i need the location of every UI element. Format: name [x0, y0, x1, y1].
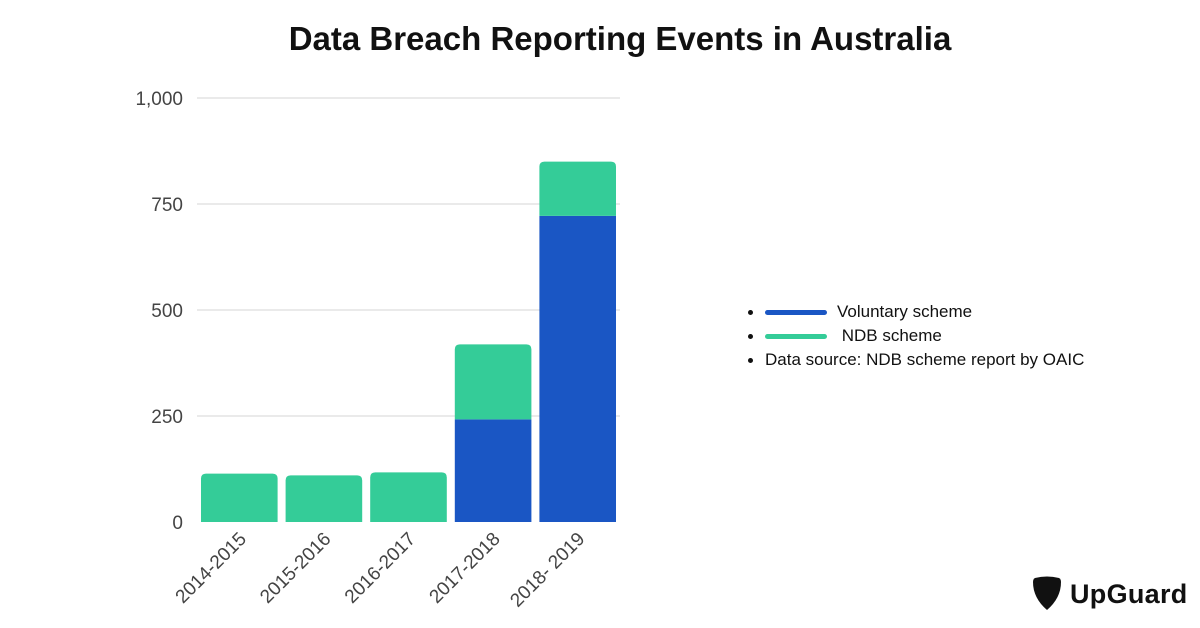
x-tick-label: 2014-2015	[172, 529, 251, 608]
y-axis-ticks: 0 250 500 750 1,000	[135, 89, 183, 534]
legend-item-source: Data source: NDB scheme report by OAIC	[748, 348, 1084, 372]
legend-label-voluntary: Voluntary scheme	[837, 302, 973, 321]
data-source-note: Data source: NDB scheme report by OAIC	[765, 350, 1085, 369]
legend-label-ndb: NDB scheme	[837, 326, 942, 345]
y-tick-label: 1,000	[135, 89, 183, 110]
bullet-icon	[748, 357, 753, 363]
y-tick-label: 500	[151, 301, 183, 322]
legend-item-voluntary: Voluntary scheme	[748, 300, 1084, 324]
bar-voluntary-3	[454, 419, 532, 522]
bar-voluntary-4	[539, 215, 616, 522]
y-tick-label: 0	[172, 513, 183, 534]
legend-swatch-voluntary	[765, 309, 827, 315]
bullet-icon	[748, 333, 753, 339]
bar-ndb-2	[370, 472, 447, 522]
bullet-icon	[748, 309, 753, 315]
y-tick-label: 750	[151, 195, 183, 216]
bar-ndb-3	[454, 344, 532, 420]
upguard-logo: UpGuard	[1032, 576, 1188, 612]
logo-text: UpGuard	[1070, 578, 1188, 609]
legend-swatch-ndb	[765, 333, 827, 339]
legend: Voluntary scheme NDB scheme Data source:…	[748, 300, 1084, 372]
y-tick-label: 250	[151, 407, 183, 428]
bar-ndb-1	[285, 475, 363, 522]
bar-ndb-0	[201, 473, 278, 522]
upguard-shield-icon	[1033, 576, 1061, 610]
x-tick-label: 2015-2016	[256, 529, 335, 608]
x-tick-label: 2016-2017	[341, 529, 420, 608]
x-tick-label: 2018- 2019	[506, 529, 589, 612]
chart-title: Data Breach Reporting Events in Australi…	[288, 20, 952, 57]
legend-item-ndb: NDB scheme	[748, 324, 1084, 348]
bars	[201, 161, 616, 522]
x-tick-label: 2017-2018	[426, 529, 505, 608]
x-axis-ticks: 2014-2015 2015-2016 2016-2017 2017-2018 2018…	[172, 529, 590, 612]
bar-ndb-4	[539, 161, 616, 216]
